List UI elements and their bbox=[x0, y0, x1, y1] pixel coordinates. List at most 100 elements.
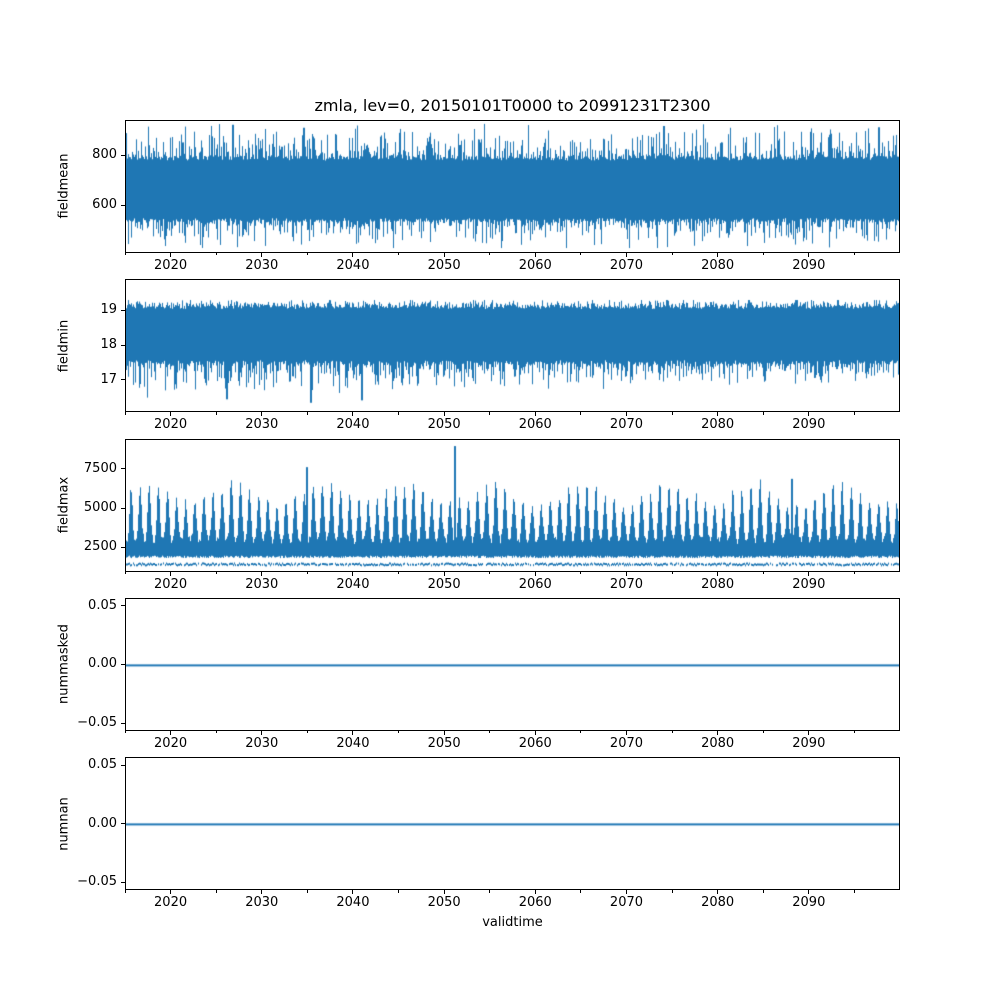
x-minor-tick-mark bbox=[671, 252, 673, 256]
y-tick-label: 17 bbox=[100, 371, 117, 387]
x-tick-label: 2040 bbox=[336, 735, 370, 751]
x-minor-tick-mark bbox=[853, 890, 855, 893]
x-major-tick-mark bbox=[717, 252, 719, 257]
x-major-tick-mark bbox=[625, 252, 627, 257]
x-tick-label: 2040 bbox=[336, 895, 370, 911]
figure-title: zmla, lev=0, 20150101T0000 to 20991231T2… bbox=[314, 96, 711, 115]
y-tick-mark bbox=[121, 507, 125, 509]
x-tick-label: 2040 bbox=[336, 257, 370, 273]
x-major-tick-mark bbox=[808, 412, 810, 417]
x-minor-tick-mark bbox=[124, 890, 126, 893]
x-major-tick-mark bbox=[625, 890, 627, 895]
x-major-tick-mark bbox=[443, 412, 445, 417]
y-tick-label: 800 bbox=[92, 147, 117, 162]
x-major-tick-mark bbox=[717, 890, 719, 895]
x-tick-label: 2090 bbox=[792, 257, 826, 273]
x-major-tick-mark bbox=[170, 730, 172, 735]
x-major-tick-mark bbox=[717, 730, 719, 735]
x-major-tick-mark bbox=[170, 412, 172, 417]
y-tick-label: 600 bbox=[92, 197, 117, 213]
x-minor-tick-mark bbox=[489, 571, 491, 575]
y-tick-mark bbox=[121, 468, 125, 470]
y-tick-mark bbox=[121, 344, 125, 346]
x-minor-tick-mark bbox=[853, 252, 855, 256]
y-tick-mark bbox=[121, 722, 125, 724]
x-major-tick-mark bbox=[717, 571, 719, 576]
x-major-tick-mark bbox=[443, 571, 445, 576]
x-major-tick-mark bbox=[352, 571, 354, 576]
fieldmax-series bbox=[126, 439, 899, 571]
x-tick-label: 2070 bbox=[609, 895, 644, 911]
x-tick-label: 2070 bbox=[609, 576, 644, 592]
x-minor-tick-mark bbox=[762, 571, 764, 575]
x-tick-label: 2090 bbox=[792, 735, 826, 751]
x-minor-tick-mark bbox=[853, 730, 855, 734]
x-major-tick-mark bbox=[352, 890, 354, 895]
x-minor-tick-mark bbox=[124, 252, 126, 256]
x-minor-tick-mark bbox=[306, 412, 308, 415]
x-tick-label: 2020 bbox=[154, 576, 188, 592]
x-major-tick-mark bbox=[717, 412, 719, 417]
x-minor-tick-mark bbox=[306, 571, 308, 575]
x-tick-label: 2060 bbox=[518, 257, 552, 273]
y-tick-label: 18 bbox=[100, 337, 117, 353]
x-major-tick-mark bbox=[534, 571, 536, 576]
x-tick-label: 2030 bbox=[245, 417, 279, 433]
y-tick-mark bbox=[121, 881, 125, 883]
x-major-tick-mark bbox=[170, 252, 172, 257]
y-axis-label-fieldmax: fieldmax bbox=[56, 476, 72, 534]
x-minor-tick-mark bbox=[489, 730, 491, 734]
x-minor-tick-mark bbox=[489, 412, 491, 415]
x-major-tick-mark bbox=[261, 890, 263, 895]
x-tick-label: 2080 bbox=[701, 895, 735, 911]
x-minor-tick-mark bbox=[580, 412, 582, 415]
x-tick-label: 2070 bbox=[609, 417, 644, 433]
x-major-tick-mark bbox=[352, 730, 354, 735]
x-minor-tick-mark bbox=[489, 890, 491, 893]
x-tick-label: 2090 bbox=[792, 895, 826, 911]
x-tick-label: 2050 bbox=[427, 735, 461, 751]
x-minor-tick-mark bbox=[671, 890, 673, 893]
x-minor-tick-mark bbox=[398, 571, 400, 575]
y-tick-mark bbox=[121, 379, 125, 381]
x-minor-tick-mark bbox=[306, 890, 308, 893]
y-tick-mark bbox=[121, 823, 125, 825]
x-major-tick-mark bbox=[625, 571, 627, 576]
x-tick-label: 2080 bbox=[701, 735, 735, 751]
x-major-tick-mark bbox=[170, 890, 172, 895]
x-minor-tick-mark bbox=[489, 252, 491, 256]
x-minor-tick-mark bbox=[671, 412, 673, 415]
x-tick-label: 2040 bbox=[336, 576, 370, 592]
x-major-tick-mark bbox=[443, 252, 445, 257]
x-major-tick-mark bbox=[170, 571, 172, 576]
x-minor-tick-mark bbox=[580, 571, 582, 575]
x-tick-label: 2080 bbox=[701, 257, 735, 273]
x-major-tick-mark bbox=[808, 890, 810, 895]
x-tick-label: 2050 bbox=[427, 257, 461, 273]
x-minor-tick-mark bbox=[580, 730, 582, 734]
x-tick-label: 2050 bbox=[427, 895, 461, 911]
x-tick-label: 2060 bbox=[518, 735, 552, 751]
x-tick-label: 2070 bbox=[609, 735, 644, 751]
x-tick-label: 2020 bbox=[154, 735, 188, 751]
y-tick-mark bbox=[121, 546, 125, 548]
y-tick-label: 7500 bbox=[83, 460, 117, 476]
subplot-fieldmean-axes bbox=[125, 120, 900, 253]
x-minor-tick-mark bbox=[762, 252, 764, 256]
x-axis-label: validtime bbox=[482, 915, 543, 930]
x-minor-tick-mark bbox=[215, 412, 217, 415]
x-tick-label: 2040 bbox=[336, 417, 370, 433]
y-tick-mark bbox=[121, 764, 125, 766]
x-major-tick-mark bbox=[534, 252, 536, 257]
x-minor-tick-mark bbox=[306, 252, 308, 256]
x-major-tick-mark bbox=[443, 730, 445, 735]
x-tick-label: 2030 bbox=[245, 257, 279, 273]
x-minor-tick-mark bbox=[853, 571, 855, 575]
subplot-fieldmin-axes bbox=[125, 279, 900, 413]
x-tick-label: 2020 bbox=[154, 417, 188, 433]
x-tick-label: 2030 bbox=[245, 895, 279, 911]
x-tick-label: 2080 bbox=[701, 576, 735, 592]
y-tick-mark bbox=[121, 309, 125, 311]
x-tick-label: 2030 bbox=[245, 735, 279, 751]
x-minor-tick-mark bbox=[398, 412, 400, 415]
